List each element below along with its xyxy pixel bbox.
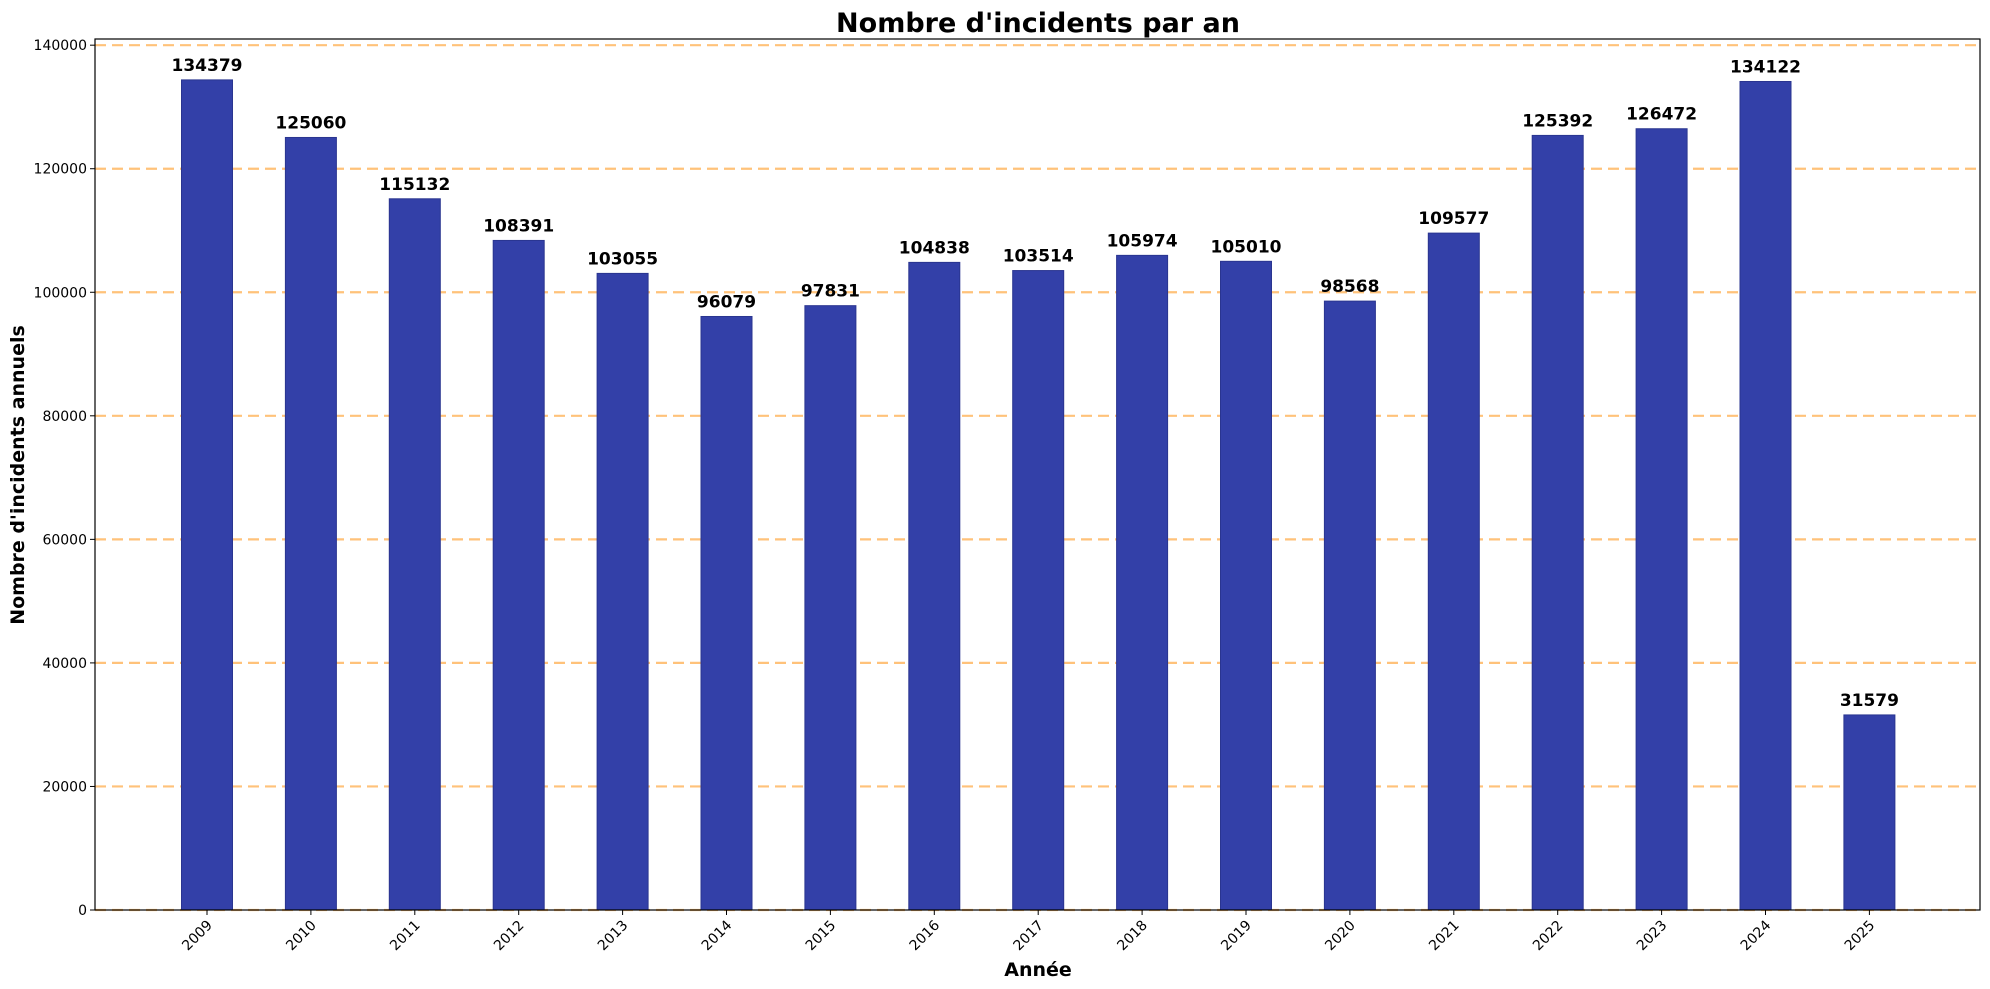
bar-value-label-2009: 134379 — [172, 56, 243, 76]
bar-value-label-2021: 109577 — [1418, 209, 1489, 229]
y-tick-label-20000: 20000 — [42, 779, 87, 795]
bar-value-label-2013: 103055 — [587, 249, 658, 269]
x-axis-ticks: 2009 2010 2011 2012 2013 2014 2015 2016 2017 2018… — [179, 910, 1878, 954]
bar-value-label-2014: 96079 — [697, 292, 756, 312]
x-tick-label-2019: 2019 — [1218, 918, 1255, 955]
bar-value-label-2024: 134122 — [1730, 57, 1801, 77]
bar-2022 — [1531, 134, 1584, 911]
bar-value-label-2018: 105974 — [1107, 231, 1178, 251]
bar-2017 — [1012, 270, 1065, 911]
x-tick-label-2010: 2010 — [283, 918, 320, 955]
bar-value-labels: 134379 125060 115132 108391 103055 96079 97831… — [172, 56, 1899, 711]
x-tick-label-2014: 2014 — [699, 917, 736, 954]
y-tick-label-140000: 140000 — [34, 38, 87, 54]
x-tick-label-2024: 2024 — [1738, 917, 1775, 954]
bar-2021 — [1427, 232, 1480, 911]
bar-2025 — [1843, 714, 1896, 911]
bar-value-label-2010: 125060 — [275, 113, 346, 133]
bar-2013 — [596, 272, 649, 911]
bar-value-label-2025: 31579 — [1840, 691, 1899, 711]
x-tick-label-2015: 2015 — [803, 918, 840, 955]
y-tick-label-100000: 100000 — [34, 285, 87, 301]
bars — [181, 79, 1896, 911]
x-tick-label-2017: 2017 — [1011, 918, 1048, 955]
bar-2020 — [1323, 300, 1376, 911]
x-tick-label-2023: 2023 — [1634, 918, 1671, 955]
bar-value-label-2012: 108391 — [483, 216, 554, 236]
x-tick-label-2022: 2022 — [1530, 918, 1567, 955]
chart-title: Nombre d'incidents par an — [836, 8, 1240, 39]
y-tick-label-40000: 40000 — [42, 656, 87, 672]
y-axis-label: Nombre d'incidents annuels — [7, 325, 29, 625]
bar-2024 — [1739, 80, 1792, 911]
bar-value-label-2020: 98568 — [1320, 277, 1379, 297]
x-tick-label-2018: 2018 — [1114, 918, 1151, 955]
bar-2012 — [492, 239, 545, 911]
bar-value-label-2011: 115132 — [379, 175, 450, 195]
y-tick-label-60000: 60000 — [42, 532, 87, 548]
bar-2009 — [181, 79, 233, 911]
bar-2015 — [804, 305, 857, 911]
bar-value-label-2017: 103514 — [1003, 247, 1074, 267]
x-tick-label-2016: 2016 — [907, 917, 944, 954]
y-axis-ticks: 0 20000 40000 60000 80000 100000 120000 140000 — [34, 38, 95, 919]
bar-value-label-2016: 104838 — [899, 238, 970, 258]
bar-2023 — [1635, 128, 1688, 911]
x-tick-label-2020: 2020 — [1322, 918, 1359, 955]
y-tick-label-80000: 80000 — [42, 409, 87, 425]
x-tick-label-2011: 2011 — [387, 918, 424, 955]
x-tick-label-2012: 2012 — [491, 918, 528, 955]
y-tick-label-120000: 120000 — [34, 162, 87, 178]
plot-frame — [94, 38, 1981, 911]
bar-value-label-2015: 97831 — [801, 282, 860, 302]
bar-value-label-2019: 105010 — [1211, 237, 1282, 257]
bar-2019 — [1220, 260, 1272, 911]
bar-value-label-2023: 126472 — [1626, 105, 1697, 125]
bar-2011 — [388, 198, 441, 911]
bar-2014 — [700, 315, 753, 911]
bar-value-label-2022: 125392 — [1522, 111, 1593, 131]
y-tick-label-0: 0 — [78, 903, 87, 919]
bar-2016 — [908, 261, 961, 911]
x-tick-label-2009: 2009 — [179, 918, 216, 955]
bar-2018 — [1116, 254, 1169, 911]
bar-2010 — [284, 136, 337, 911]
x-axis-label: Année — [1004, 959, 1072, 981]
x-tick-label-2013: 2013 — [595, 918, 632, 955]
x-tick-label-2025: 2025 — [1842, 918, 1879, 955]
x-tick-label-2021: 2021 — [1426, 918, 1463, 955]
